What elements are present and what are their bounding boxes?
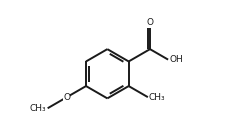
Text: CH₃: CH₃ [149,93,166,102]
Text: O: O [147,18,153,27]
Text: OH: OH [169,55,183,64]
Text: CH₃: CH₃ [30,104,46,113]
Text: O: O [63,93,70,102]
